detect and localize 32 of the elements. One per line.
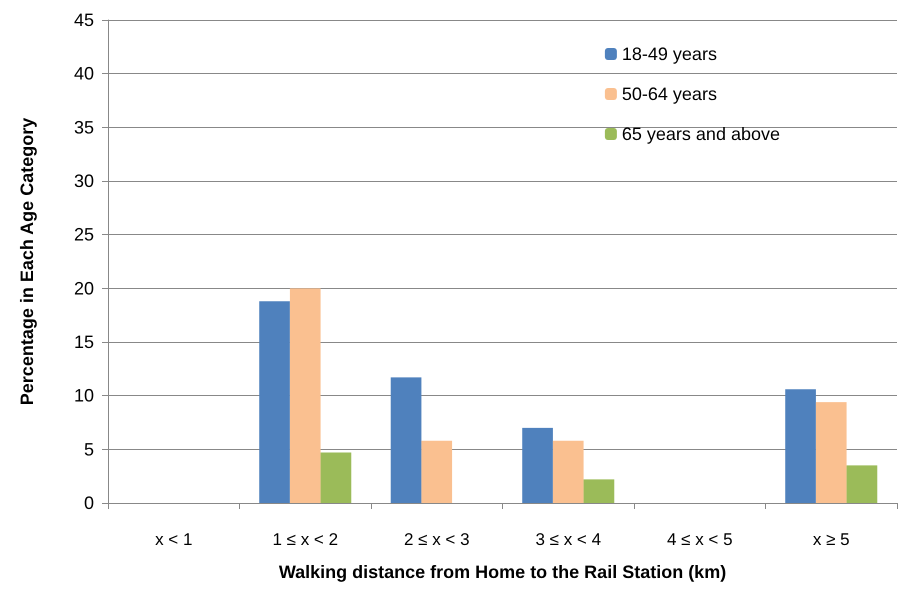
y-tick-label: 40 xyxy=(74,64,94,84)
x-tick-label: 2 ≤ x < 3 xyxy=(404,530,470,549)
bar xyxy=(390,377,422,503)
y-tick-label: 35 xyxy=(74,117,94,138)
bar xyxy=(552,440,584,503)
y-tick-label: 15 xyxy=(74,332,94,352)
bar xyxy=(785,389,816,503)
legend-label: 18-49 years xyxy=(622,44,717,64)
bar xyxy=(290,288,321,503)
y-tick-label: 30 xyxy=(74,171,94,191)
x-tick-label: 4 ≤ x < 5 xyxy=(666,530,733,549)
x-tick-label: 3 ≤ x < 4 xyxy=(535,530,602,549)
y-tick-label: 20 xyxy=(74,278,94,298)
x-axis-title: Walking distance from Home to the Rail Station (km) xyxy=(278,562,726,582)
bar xyxy=(421,440,452,503)
y-tick-label: 0 xyxy=(84,493,94,513)
bar xyxy=(259,301,290,503)
bar xyxy=(320,452,352,503)
y-axis-title: Percentage in Each Age Category xyxy=(17,118,37,406)
bar xyxy=(816,402,847,503)
bar xyxy=(522,428,553,503)
y-tick-label: 10 xyxy=(74,386,94,406)
y-tick-label: 5 xyxy=(84,439,94,460)
y-tick-label: 45 xyxy=(74,10,94,30)
x-tick-label: 1 ≤ x < 2 xyxy=(272,530,338,549)
x-tick-label: x ≥ 5 xyxy=(812,530,850,549)
bar xyxy=(846,465,878,503)
bar xyxy=(584,479,614,503)
y-tick-label: 25 xyxy=(74,224,94,245)
x-tick-label: x < 1 xyxy=(155,530,192,549)
legend-label: 50-64 years xyxy=(622,84,717,104)
legend-label: 65 years and above xyxy=(622,124,780,144)
